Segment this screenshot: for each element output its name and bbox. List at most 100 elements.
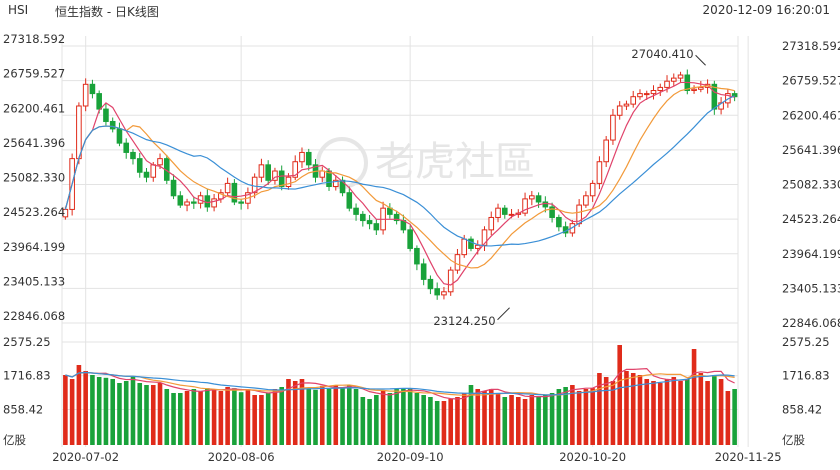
price-ma5-line bbox=[64, 81, 735, 286]
chart-header: HSI 恒生指数 - 日K线图 2020-12-09 16:20:01 bbox=[0, 0, 840, 22]
volume-bar bbox=[657, 383, 663, 445]
candle-body bbox=[123, 142, 130, 153]
volume-bar bbox=[238, 392, 244, 445]
candle-body bbox=[299, 151, 305, 163]
high-value-label: 27040.410 bbox=[631, 47, 693, 61]
date-axis: 2020-07-02 2020-08-06 2020-09-10 2020-10-20… bbox=[52, 450, 781, 464]
candle-body bbox=[191, 201, 197, 204]
candle-body bbox=[542, 201, 549, 208]
candle-body bbox=[109, 120, 116, 130]
volume-bar bbox=[110, 379, 115, 445]
candle-body bbox=[292, 161, 299, 178]
candle-body bbox=[360, 213, 366, 222]
volume-tick-label-left: 1716.83 bbox=[3, 369, 51, 383]
candle-body bbox=[96, 93, 102, 110]
price-tick-label-left: 23405.133 bbox=[3, 274, 65, 288]
candle-body bbox=[596, 161, 603, 184]
volume-bar bbox=[448, 399, 453, 445]
candle-body bbox=[305, 151, 312, 166]
candle-body bbox=[204, 195, 211, 208]
volume-bar bbox=[488, 389, 494, 445]
volume-bar bbox=[712, 375, 717, 445]
price-tick-label-right: 22846.068 bbox=[782, 316, 840, 330]
volume-bar bbox=[610, 381, 616, 445]
candle-body bbox=[373, 223, 380, 231]
volume-ma10-line bbox=[65, 371, 735, 396]
price-tick-label-left: 26759.527 bbox=[3, 67, 65, 81]
candle-body bbox=[427, 278, 434, 290]
date-tick-label: 2020-10-20 bbox=[559, 450, 626, 464]
volume-bar bbox=[624, 371, 629, 445]
volume-bar bbox=[691, 349, 697, 445]
volume-bar bbox=[130, 376, 136, 445]
volume-bar bbox=[603, 377, 609, 445]
volume-bar bbox=[563, 387, 568, 445]
volume-bar bbox=[597, 373, 602, 445]
volume-bar bbox=[590, 388, 595, 445]
price-tick-label-left: 25082.330 bbox=[3, 171, 65, 185]
price-tick-label-right: 26759.527 bbox=[782, 74, 840, 88]
volume-bar bbox=[678, 381, 683, 445]
volume-bar bbox=[570, 385, 575, 445]
candle-body bbox=[603, 139, 609, 163]
price-tick-label-right: 23405.133 bbox=[782, 281, 840, 295]
volume-bar bbox=[279, 387, 284, 445]
candle-body bbox=[468, 238, 474, 249]
volume-bar bbox=[434, 401, 440, 445]
candle-body bbox=[508, 213, 515, 216]
volume-bar bbox=[468, 385, 474, 445]
candle-body bbox=[488, 216, 495, 231]
volume-bars bbox=[63, 345, 737, 445]
volume-bar bbox=[428, 397, 433, 445]
candle-body bbox=[224, 182, 231, 194]
candle-body bbox=[103, 108, 109, 122]
volume-bar bbox=[306, 388, 312, 445]
volume-bar bbox=[340, 388, 345, 445]
price-ma20-line bbox=[64, 95, 735, 247]
candle-body bbox=[82, 83, 89, 107]
volume-bar bbox=[407, 389, 413, 445]
annotations: 27040.410 23124.250 bbox=[433, 47, 706, 328]
candle-body bbox=[238, 201, 244, 204]
volume-bar bbox=[259, 395, 264, 445]
volume-bar bbox=[164, 389, 170, 445]
date-tick-label: 2020-11-25 bbox=[715, 450, 782, 464]
watermark-logo-icon bbox=[316, 137, 368, 189]
volume-bar bbox=[671, 377, 677, 445]
date-tick-label: 2020-09-10 bbox=[377, 450, 444, 464]
volume-tick-label-right: 2575.25 bbox=[782, 335, 830, 349]
volume-bar bbox=[150, 385, 156, 445]
candle-body bbox=[623, 103, 630, 107]
volume-bar bbox=[380, 391, 386, 445]
candle-body bbox=[501, 207, 508, 215]
volume-bar bbox=[123, 381, 129, 445]
candle-body bbox=[136, 158, 143, 173]
grid-lines bbox=[61, 36, 749, 447]
candle-body bbox=[393, 213, 400, 222]
volume-bar bbox=[644, 379, 650, 445]
price-tick-label-left: 27318.592 bbox=[3, 32, 65, 46]
timestamp: 2020-12-09 16:20:01 bbox=[702, 3, 830, 17]
volume-bar bbox=[576, 391, 582, 445]
volume-bar bbox=[509, 395, 514, 445]
price-axis-left: 27318.592 26759.527 26200.461 25641.396 2508… bbox=[3, 32, 65, 447]
candle-body bbox=[319, 170, 326, 178]
price-tick-label-left: 22846.068 bbox=[3, 309, 65, 323]
candle-body bbox=[522, 198, 528, 214]
candle-body bbox=[529, 195, 535, 200]
volume-bar bbox=[69, 379, 75, 445]
date-tick-label: 2020-07-02 bbox=[52, 450, 119, 464]
candle-body bbox=[278, 170, 285, 188]
price-ma10-line bbox=[64, 85, 735, 269]
volume-bar bbox=[184, 391, 190, 445]
price-tick-label-right: 24523.264 bbox=[782, 212, 840, 226]
volume-bar bbox=[286, 379, 291, 445]
volume-bar bbox=[144, 385, 149, 445]
volume-bar bbox=[583, 389, 589, 445]
volume-bar bbox=[292, 381, 298, 445]
candle-body bbox=[143, 171, 150, 178]
volume-bar bbox=[353, 389, 359, 445]
volume-bar bbox=[502, 397, 508, 445]
volume-bar bbox=[90, 375, 95, 445]
